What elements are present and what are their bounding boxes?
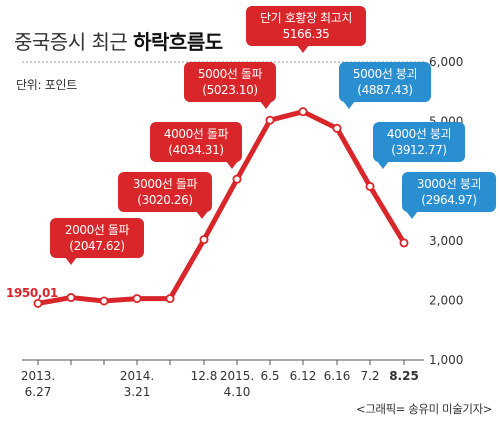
x-tick-label: 8.25 <box>389 369 419 383</box>
data-point <box>232 174 242 184</box>
x-tick-label: 2014. <box>120 369 154 383</box>
data-point <box>399 238 409 248</box>
callout-pointer <box>343 101 355 109</box>
data-point <box>33 298 43 308</box>
callout-box <box>246 6 366 46</box>
y-tick-label: 2,000 <box>429 293 463 307</box>
callout-title: 5000선 돌파 <box>198 67 263 81</box>
callout-value: (5023.10) <box>202 83 257 97</box>
data-point <box>165 294 175 304</box>
callout-pointer <box>196 211 208 219</box>
y-tick-label: 3,000 <box>429 234 463 248</box>
x-tick-label: 12.8 <box>191 369 218 383</box>
x-tick-label: 4.10 <box>224 385 251 399</box>
data-point <box>132 294 142 304</box>
callout-title: 4000선 붕괴 <box>387 127 451 141</box>
data-point <box>265 115 275 125</box>
callout-title: 3000선 붕괴 <box>417 177 481 191</box>
x-tick-label: 2015. <box>220 369 254 383</box>
callout-value: (2047.62) <box>69 239 124 253</box>
callout-value: (3020.26) <box>137 193 192 207</box>
callout-box <box>402 172 496 212</box>
callout-box <box>150 122 242 162</box>
callout-value: (4034.31) <box>168 143 223 157</box>
chart-title: 중국증시 최근 하락흐름도 <box>14 30 223 54</box>
x-tick-label: 6.16 <box>324 369 351 383</box>
callout-value: (2964.97) <box>421 193 476 207</box>
callout-box <box>50 218 144 258</box>
data-point <box>66 293 76 303</box>
start-value-label: 1950,01 <box>6 286 58 300</box>
callout-value: (3912.77) <box>391 143 446 157</box>
x-tick-label: 6.27 <box>25 385 52 399</box>
callout-pointer <box>226 161 238 169</box>
data-point <box>99 296 109 306</box>
data-point <box>332 123 342 133</box>
series-line <box>35 109 407 306</box>
callout-title: 2000선 돌파 <box>65 223 130 237</box>
callout-title: 3000선 돌파 <box>133 177 198 191</box>
y-tick-label: 1,000 <box>429 353 463 367</box>
x-tick-label: 7.2 <box>360 369 379 383</box>
callout-pointer <box>377 161 389 169</box>
callout-box <box>118 172 212 212</box>
x-tick-label: 3.21 <box>124 385 151 399</box>
callout-pointer <box>406 211 418 219</box>
data-point <box>298 107 308 117</box>
callout-value: 5166.35 <box>283 27 330 41</box>
data-point <box>365 181 375 191</box>
x-tick-label: 2013. <box>21 369 55 383</box>
callout-box <box>373 122 465 162</box>
callout-value: (4887.43) <box>357 83 412 97</box>
callout-pointer <box>260 101 272 109</box>
x-tick-label: 6.5 <box>260 369 279 383</box>
graphic-credit: <그래픽= 송유미 미술기자> <box>355 402 492 416</box>
callout-pointer <box>297 45 309 53</box>
x-tick-label: 6.12 <box>290 369 317 383</box>
unit-label: 단위: 포인트 <box>16 78 77 92</box>
callout-box <box>184 62 276 102</box>
y-tick-label: 6,000 <box>429 55 463 69</box>
callout-title: 단기 호황장 최고치 <box>260 11 352 25</box>
callout-title: 5000선 붕괴 <box>353 67 417 81</box>
callout-title: 4000선 돌파 <box>164 127 229 141</box>
callout-pointer <box>65 257 77 265</box>
callout-box <box>339 62 431 102</box>
data-point <box>199 235 209 245</box>
